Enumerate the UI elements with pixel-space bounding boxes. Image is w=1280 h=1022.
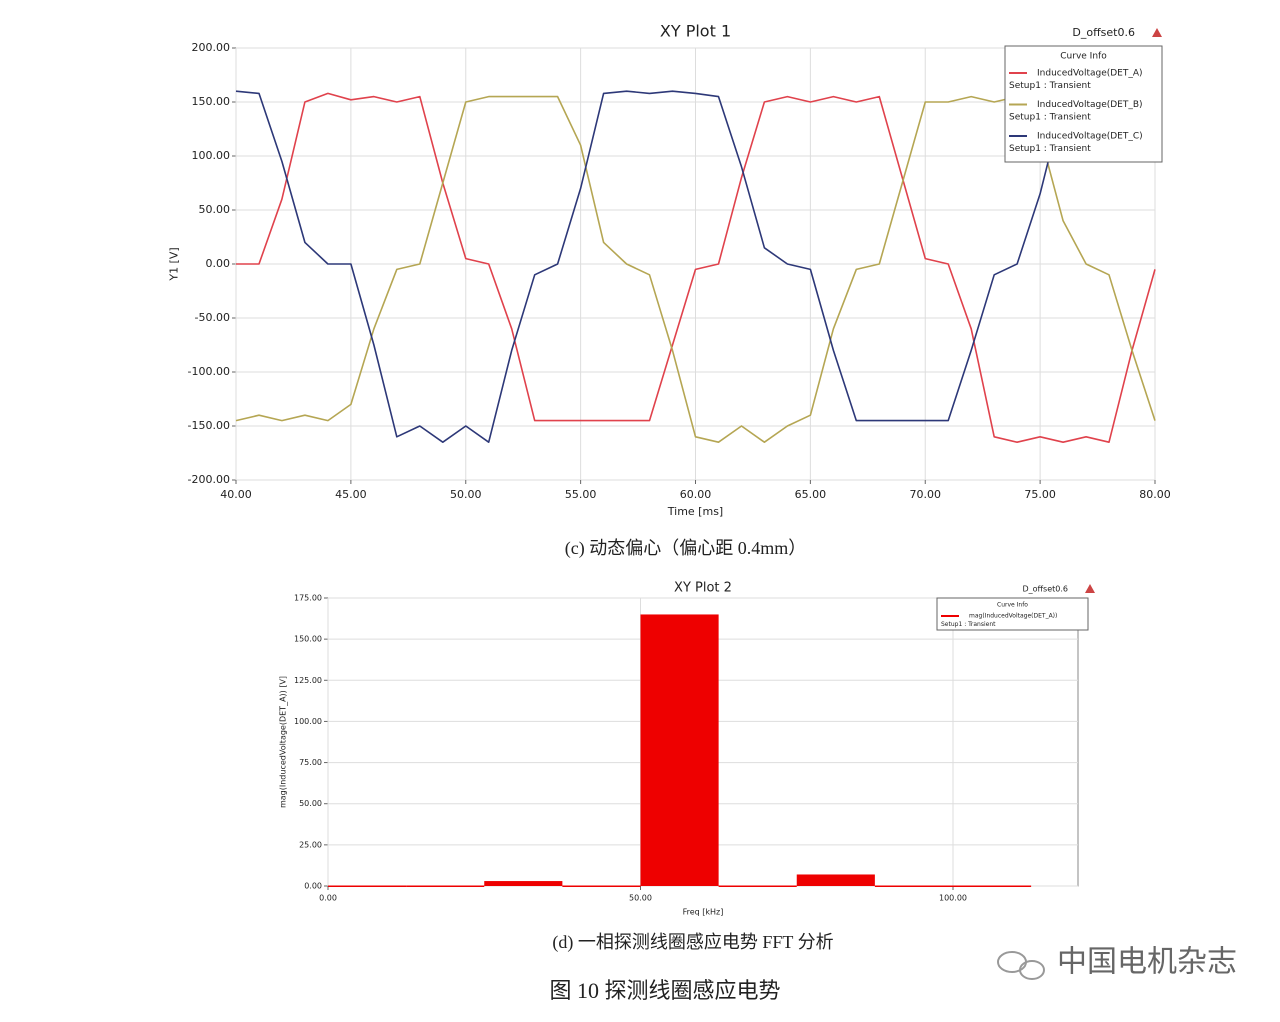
x-tick-label: 55.00 [565,488,597,501]
y-tick-label: -150.00 [188,419,230,432]
legend-title: Curve Info [997,602,1028,609]
bar [796,874,875,886]
caption: (c) 动态偏心（偏心距 0.4mm） [565,538,806,559]
y-tick-label: 100.00 [192,149,231,162]
caption: (d) 一相探测线圈感应电势 FFT 分析 [552,932,833,953]
series-line [235,90,1156,443]
y-tick-label: 0.00 [304,882,322,891]
legend-box [1004,45,1163,163]
y-tick-label: 175.00 [294,594,322,603]
y-tick-label: 125.00 [294,676,322,685]
bar [874,885,953,888]
x-tick-label: 50.00 [450,488,482,501]
y-tick-label: 25.00 [299,840,322,849]
y-tick-label: 200.00 [192,41,231,54]
chart-title: XY Plot 2 [674,581,732,596]
y-tick-label: 75.00 [299,758,322,767]
annotation-marker [1152,28,1162,37]
x-tick-label: 40.00 [220,488,252,501]
x-tick-label: 50.00 [629,894,652,903]
bar [718,885,797,888]
series-line [235,95,1156,443]
y-tick-label: 0.00 [206,257,231,270]
y-axis-label: Y1 [V] [167,247,180,281]
y-tick-label: 100.00 [294,717,322,726]
legend-box [936,597,1089,631]
y-tick-label: -200.00 [188,473,230,486]
y-axis-label: mag(InducedVoltage(DET_A)) [V] [279,676,288,808]
bar [640,614,719,886]
y-tick-label: -50.00 [195,311,230,324]
legend-title: Curve Info [1060,52,1107,62]
series-line [236,92,1156,443]
legend-setup: Setup1 : Transient [941,621,996,628]
chart: 0.00 25.00 50.00 75.00 100.00 125.00 150.00 175… [279,581,1095,953]
legend-label: InducedVoltage(DET_B) [1037,100,1143,110]
bar [562,885,641,888]
bar [406,885,485,888]
y-tick-label: -100.00 [188,365,230,378]
annotation: D_offset0.6 [1072,26,1135,39]
x-tick-label: 70.00 [910,488,942,501]
bar [953,885,1032,888]
figure-caption: 图 10 探测线圈感应电势 [549,978,780,1003]
x-tick-label: 80.00 [1139,488,1171,501]
legend-label: InducedVoltage(DET_C) [1037,132,1143,142]
watermark-icon [997,951,1045,980]
bar [484,881,563,886]
legend-setup: Setup1 : Transient [1009,81,1091,91]
x-tick-label: 45.00 [335,488,367,501]
bar [328,885,407,888]
y-tick-label: 150.00 [294,635,322,644]
x-tick-label: 100.00 [939,894,967,903]
x-tick-label: 0.00 [319,894,337,903]
x-tick-label: 75.00 [1024,488,1056,501]
chart-title: XY Plot 1 [660,22,731,41]
legend-label: mag(InducedVoltage(DET_A)) [969,613,1057,620]
legend-label: InducedVoltage(DET_A) [1037,69,1143,79]
x-axis-label: Time [ms] [667,505,723,518]
x-axis-label: Freq [kHz] [683,908,724,917]
x-tick-label: 65.00 [795,488,827,501]
annotation: D_offset0.6 [1022,585,1068,594]
watermark: 中国电机杂志 [1057,945,1237,980]
y-tick-label: 150.00 [192,95,231,108]
annotation-marker [1085,584,1095,593]
legend-setup: Setup1 : Transient [1009,113,1091,123]
x-tick-label: 60.00 [680,488,712,501]
chart: -200.00 -150.00 -100.00 -50.00 0.00 50.00 100.… [167,22,1170,560]
y-tick-label: 50.00 [299,799,322,808]
y-tick-label: 50.00 [199,203,231,216]
legend-setup: Setup1 : Transient [1009,144,1091,154]
